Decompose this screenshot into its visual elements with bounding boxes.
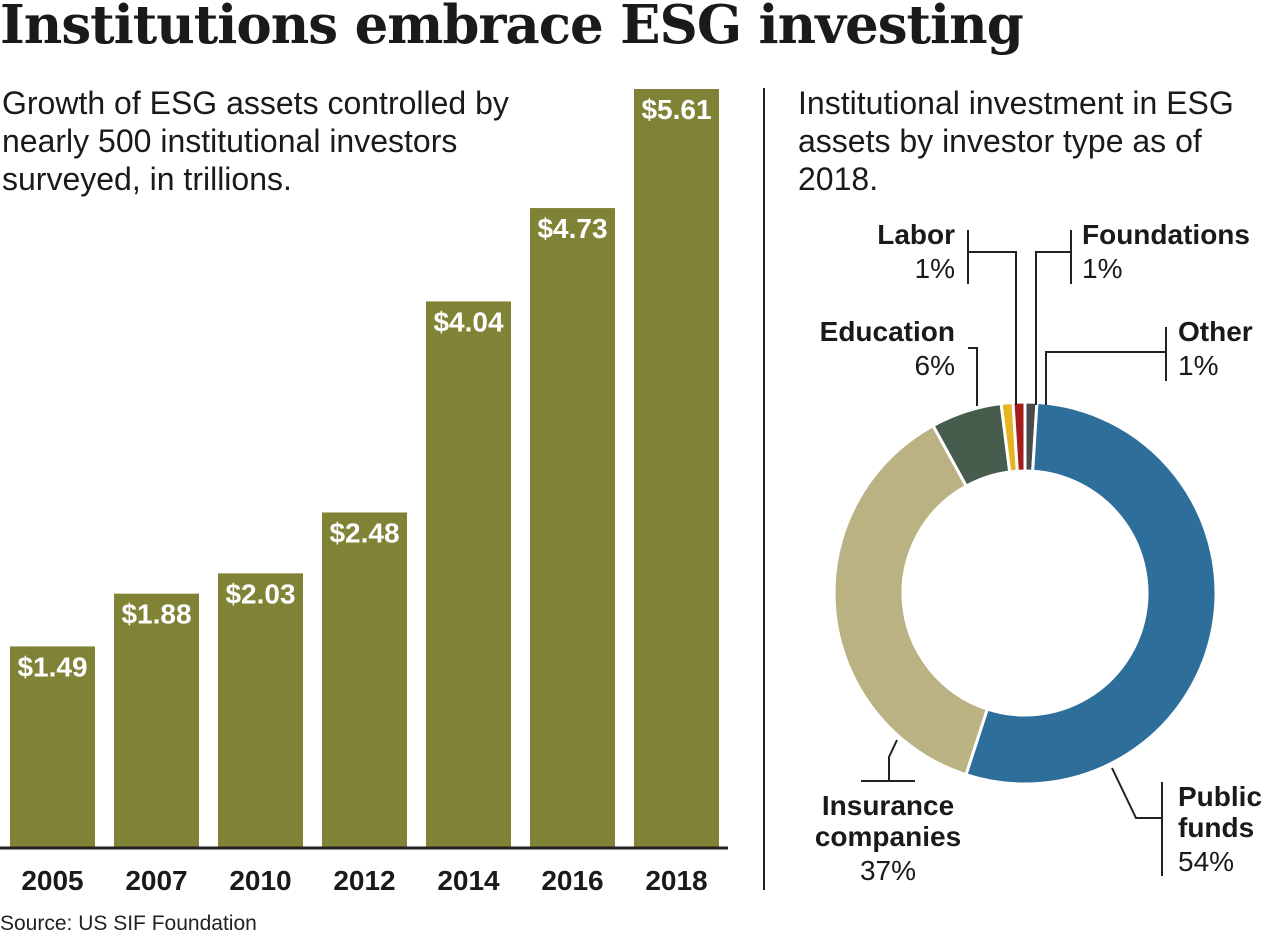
bar-value-label: $4.73 bbox=[537, 213, 607, 244]
bar-2016 bbox=[530, 208, 615, 848]
bar-value-label: $4.04 bbox=[433, 306, 503, 337]
slice-percent-label: 1% bbox=[1178, 350, 1218, 381]
bar-2018 bbox=[634, 89, 719, 848]
slice-name-label: Education bbox=[820, 316, 955, 347]
bar-value-label: $1.49 bbox=[17, 651, 87, 682]
bar-value-label: $1.88 bbox=[121, 599, 191, 630]
x-tick-label: 2018 bbox=[645, 865, 707, 896]
slice-name-label: companies bbox=[815, 821, 961, 852]
donut-slice-insurance-companies bbox=[832, 424, 989, 777]
slice-percent-label: 6% bbox=[915, 350, 955, 381]
leader-line bbox=[1045, 327, 1167, 405]
x-tick-label: 2007 bbox=[125, 865, 187, 896]
x-tick-label: 2016 bbox=[541, 865, 603, 896]
x-tick-label: 2012 bbox=[333, 865, 395, 896]
slice-name-label: Foundations bbox=[1082, 219, 1250, 250]
leader-line bbox=[967, 230, 1017, 405]
x-tick-label: 2005 bbox=[21, 865, 83, 896]
slice-percent-label: 37% bbox=[860, 855, 916, 886]
slice-name-label: Insurance bbox=[822, 790, 954, 821]
slice-name-label: Public bbox=[1178, 781, 1262, 812]
x-tick-label: 2014 bbox=[437, 865, 500, 896]
bar-2007 bbox=[114, 593, 199, 848]
bar-value-label: $2.48 bbox=[329, 517, 399, 548]
donut-chart-subtitle: Institutional investment in ESG assets b… bbox=[798, 85, 1234, 197]
bar-2010 bbox=[218, 573, 303, 848]
leader-line bbox=[861, 739, 915, 782]
slice-name-label: Other bbox=[1178, 316, 1253, 347]
slice-percent-label: 1% bbox=[1082, 253, 1122, 284]
x-tick-label: 2010 bbox=[229, 865, 291, 896]
donut-slice-public-funds bbox=[964, 400, 1218, 786]
slice-percent-label: 1% bbox=[915, 253, 955, 284]
bar-chart-subtitle: Growth of ESG assets controlled by nearl… bbox=[2, 85, 509, 197]
source-note: Source: US SIF Foundation bbox=[0, 912, 257, 935]
bar-2005 bbox=[10, 646, 95, 848]
chart-title: Institutions embrace ESG investing bbox=[0, 0, 1024, 56]
leader-line bbox=[1111, 767, 1163, 876]
slice-name-label: funds bbox=[1178, 812, 1254, 843]
bar-value-label: $2.03 bbox=[225, 578, 295, 609]
slice-percent-label: 54% bbox=[1178, 846, 1234, 877]
bar-2014 bbox=[426, 301, 511, 849]
slice-name-label: Labor bbox=[877, 219, 955, 250]
bar-value-label: $5.61 bbox=[641, 94, 711, 125]
panel-divider bbox=[763, 88, 765, 890]
leader-line bbox=[1035, 230, 1072, 405]
leader-line bbox=[968, 347, 978, 406]
bar-2012 bbox=[322, 512, 407, 848]
